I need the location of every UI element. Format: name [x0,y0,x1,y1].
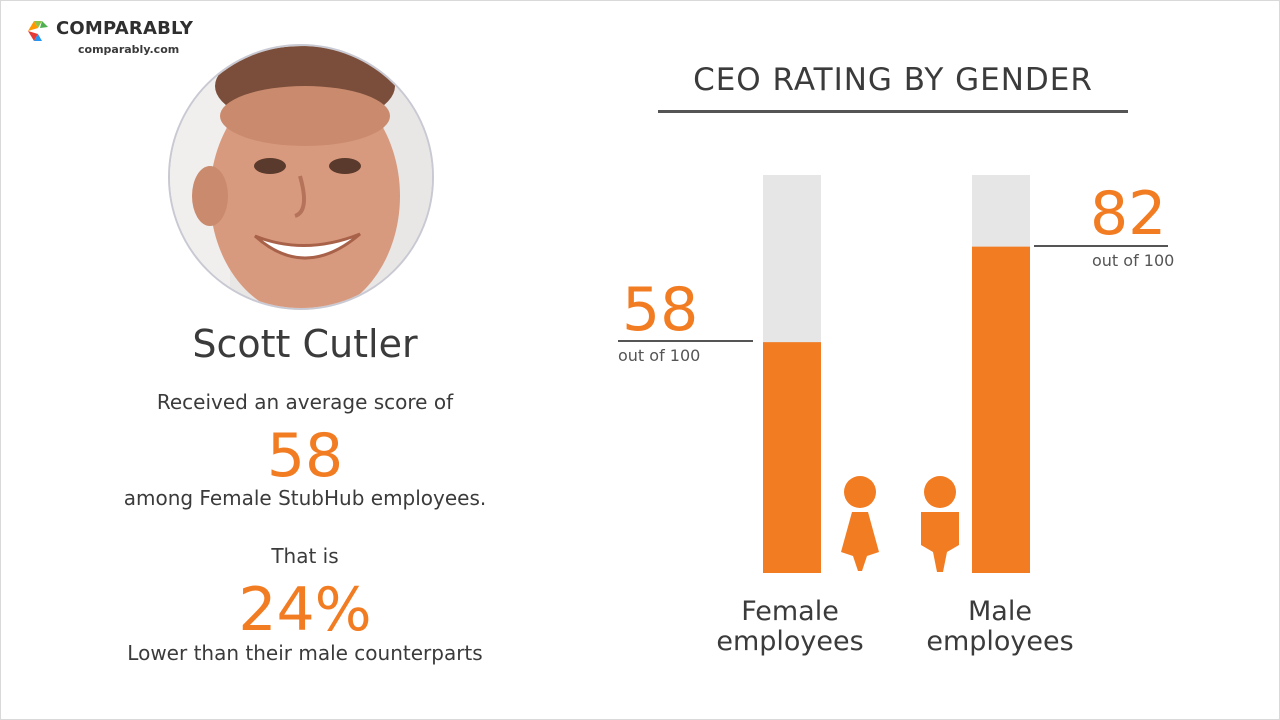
difference-percent-value: 24% [238,575,372,645]
female-value-sublabel: out of 100 [618,346,701,365]
comparison-context-text: Lower than their male counterparts [127,641,483,665]
female-score-value: 58 [266,421,344,491]
female-category-label-line: Female [741,596,839,627]
ceo-avatar [168,44,434,310]
chart-title-rule [658,110,1128,113]
score-context-text: among Female StubHub employees. [123,486,487,510]
male-bar-value [972,246,1030,573]
male-category-label-line: employees [926,626,1074,657]
male-value-sublabel: out of 100 [1092,251,1175,270]
ceo-name: Scott Cutler [192,322,418,366]
male-value-label: 82 [1090,179,1167,249]
male-category-label: Male employees [900,597,1100,657]
female-person-icon [841,476,879,571]
female-category-label: Female employees [690,597,890,657]
male-category-label-line: Male [968,596,1032,627]
comparison-intro-text: That is [271,544,339,568]
female-category-label-line: employees [716,626,864,657]
score-intro-text: Received an average score of [156,390,454,414]
male-person-icon [921,476,959,572]
brand-name: COMPARABLY [56,18,194,39]
female-value-rule [618,340,753,343]
male-value-rule [1034,244,1168,247]
female-bar-value [763,342,821,573]
chart-title: CEO RATING BY GENDER [693,62,1093,98]
female-value-label: 58 [622,275,699,345]
brand-url: comparably.com [78,43,180,56]
comparably-logo-icon [28,21,48,41]
brand[interactable]: COMPARABLY comparably.com [26,18,216,60]
